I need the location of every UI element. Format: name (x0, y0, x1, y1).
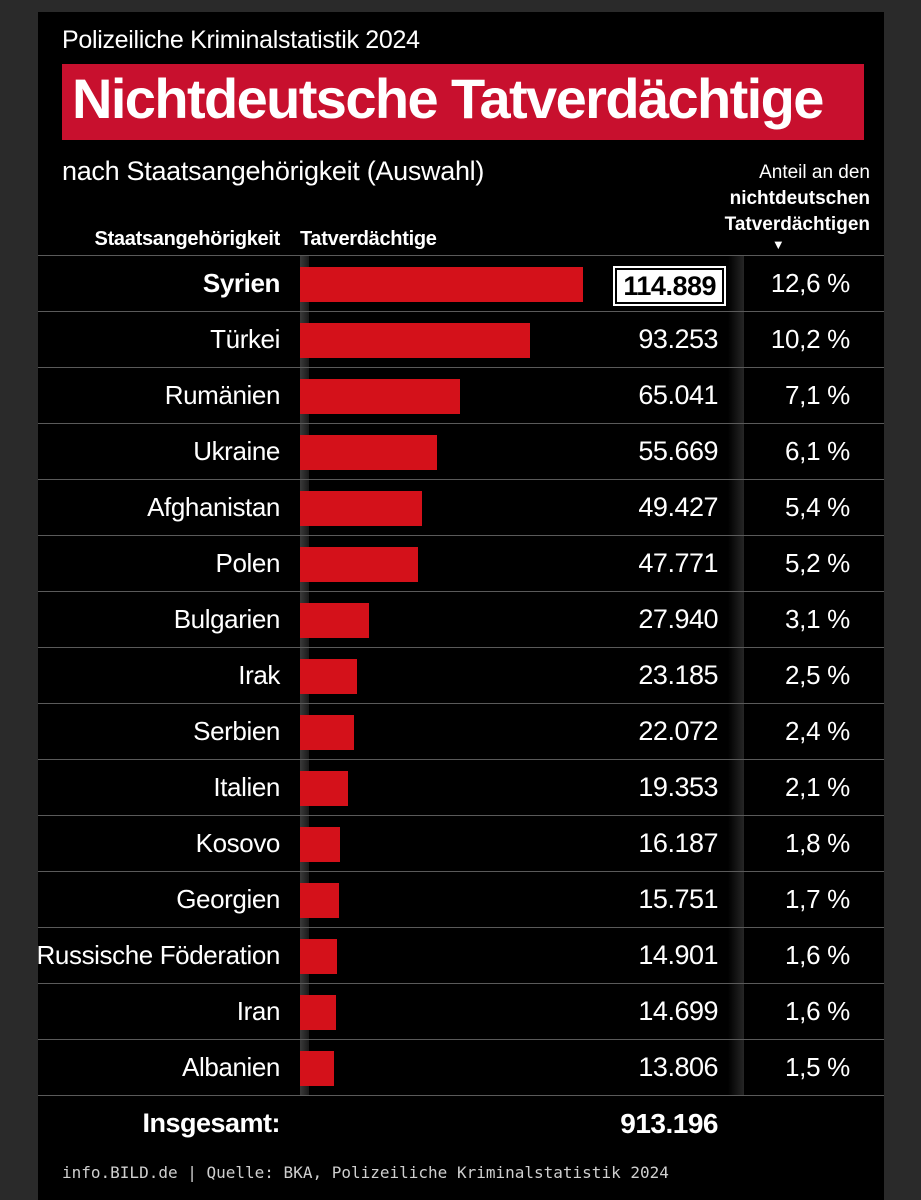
value-label: 23.185 (638, 660, 718, 690)
value-label: 55.669 (638, 436, 718, 466)
value-label: 93.253 (638, 324, 718, 354)
share-label: 1,6 % (785, 996, 850, 1026)
bar (300, 435, 437, 470)
table-row: Afghanistan 49.427 5,4 % (38, 479, 884, 535)
share-label: 12,6 % (770, 268, 850, 298)
share-header-line1: Anteil an den (759, 162, 870, 183)
value-label: 13.806 (638, 1052, 718, 1082)
share-label: 5,4 % (785, 492, 850, 522)
source-footer: info.BILD.de | Quelle: BKA, Polizeiliche… (62, 1163, 669, 1182)
country-label: Afghanistan (147, 492, 280, 522)
bar (300, 323, 530, 358)
country-label: Russische Föderation (36, 940, 281, 970)
value-label: 27.940 (638, 604, 718, 634)
bar (300, 379, 460, 414)
share-label: 1,7 % (785, 884, 850, 914)
country-label: Rumänien (164, 380, 281, 410)
suptitle: Polizeiliche Kriminalstatistik 2024 (62, 26, 420, 54)
bar (300, 939, 337, 974)
share-label: 1,6 % (785, 940, 850, 970)
value-label: 14.699 (638, 996, 718, 1026)
share-label: 6,1 % (785, 436, 850, 466)
share-header-line2: nichtdeutschen (729, 188, 870, 209)
infographic-card: Polizeiliche Kriminalstatistik 2024 Nich… (36, 12, 884, 1200)
share-header-line3: Tatverdächtigen (724, 214, 870, 235)
table-row: Ukraine 55.669 6,1 % (38, 423, 884, 479)
share-label: 3,1 % (785, 604, 850, 634)
total-row: Insgesamt: 913.196 (38, 1095, 884, 1151)
country-label: Italien (213, 772, 280, 802)
bar (300, 771, 348, 806)
table-row: Italien 19.353 2,1 % (38, 759, 884, 815)
bar (300, 827, 340, 862)
country-label: Syrien (202, 268, 280, 298)
value-label: 15.751 (638, 884, 718, 914)
country-label: Ukraine (193, 436, 280, 466)
bar (300, 659, 357, 694)
table-row: Kosovo 16.187 1,8 % (38, 815, 884, 871)
bar (300, 267, 583, 302)
title-banner (62, 64, 864, 140)
country-label: Polen (215, 548, 281, 578)
country-label: Bulgarien (173, 604, 281, 634)
table-row: Syrien 114.889 12,6 % (38, 255, 884, 311)
table-row: Albanien 13.806 1,5 % (38, 1039, 884, 1095)
country-label: Türkei (210, 324, 280, 354)
country-label: Georgien (176, 884, 280, 914)
table-row: Bulgarien 27.940 3,1 % (38, 591, 884, 647)
bar (300, 491, 422, 526)
table-row: Georgien 15.751 1,7 % (38, 871, 884, 927)
value-label: 65.041 (638, 380, 718, 410)
share-column-header: Anteil an den nichtdeutschen Tatverdächt… (725, 160, 870, 252)
table-row: Irak 23.185 2,5 % (38, 647, 884, 703)
suspects-column-header: Tatverdächtige (300, 228, 437, 250)
share-label: 1,8 % (785, 828, 850, 858)
bar (300, 883, 339, 918)
country-label: Serbien (193, 716, 280, 746)
chart-title: Nichtdeutsche Tatverdächtige (72, 67, 824, 130)
bar (300, 547, 418, 582)
value-label: 49.427 (638, 492, 718, 522)
table-row: Iran 14.699 1,6 % (38, 983, 884, 1039)
value-label: 47.771 (638, 548, 718, 578)
share-label: 7,1 % (785, 380, 850, 410)
arrow-down-icon: ▼ (771, 237, 785, 252)
total-label: Insgesamt: (142, 1108, 280, 1138)
value-label: 14.901 (638, 940, 718, 970)
country-label: Albanien (182, 1052, 280, 1082)
total-value: 913.196 (620, 1108, 718, 1139)
value-label: 22.072 (638, 716, 718, 746)
table-row: Russische Föderation 14.901 1,6 % (36, 927, 884, 983)
table-row: Türkei 93.253 10,2 % (38, 311, 884, 367)
share-label: 5,2 % (785, 548, 850, 578)
share-label: 2,5 % (785, 660, 850, 690)
table-row: Serbien 22.072 2,4 % (38, 703, 884, 759)
country-label: Iran (236, 996, 281, 1026)
chart-subtitle: nach Staatsangehörigkeit (Auswahl) (62, 156, 485, 186)
table-row: Rumänien 65.041 7,1 % (38, 367, 884, 423)
value-label: 19.353 (638, 772, 718, 802)
share-label: 2,1 % (785, 772, 850, 802)
bar (300, 603, 369, 638)
share-label: 10,2 % (770, 324, 850, 354)
bar (300, 715, 354, 750)
column-divider (728, 255, 744, 1095)
bar (300, 1051, 334, 1086)
bar (300, 995, 336, 1030)
country-label: Irak (238, 660, 280, 690)
country-column-header: Staatsangehörigkeit (94, 228, 281, 250)
country-label: Kosovo (195, 828, 281, 858)
value-label: 114.889 (613, 266, 726, 306)
table-row: Polen 47.771 5,2 % (38, 535, 884, 591)
value-label: 16.187 (638, 828, 718, 858)
share-label: 1,5 % (785, 1052, 850, 1082)
share-label: 2,4 % (785, 716, 850, 746)
